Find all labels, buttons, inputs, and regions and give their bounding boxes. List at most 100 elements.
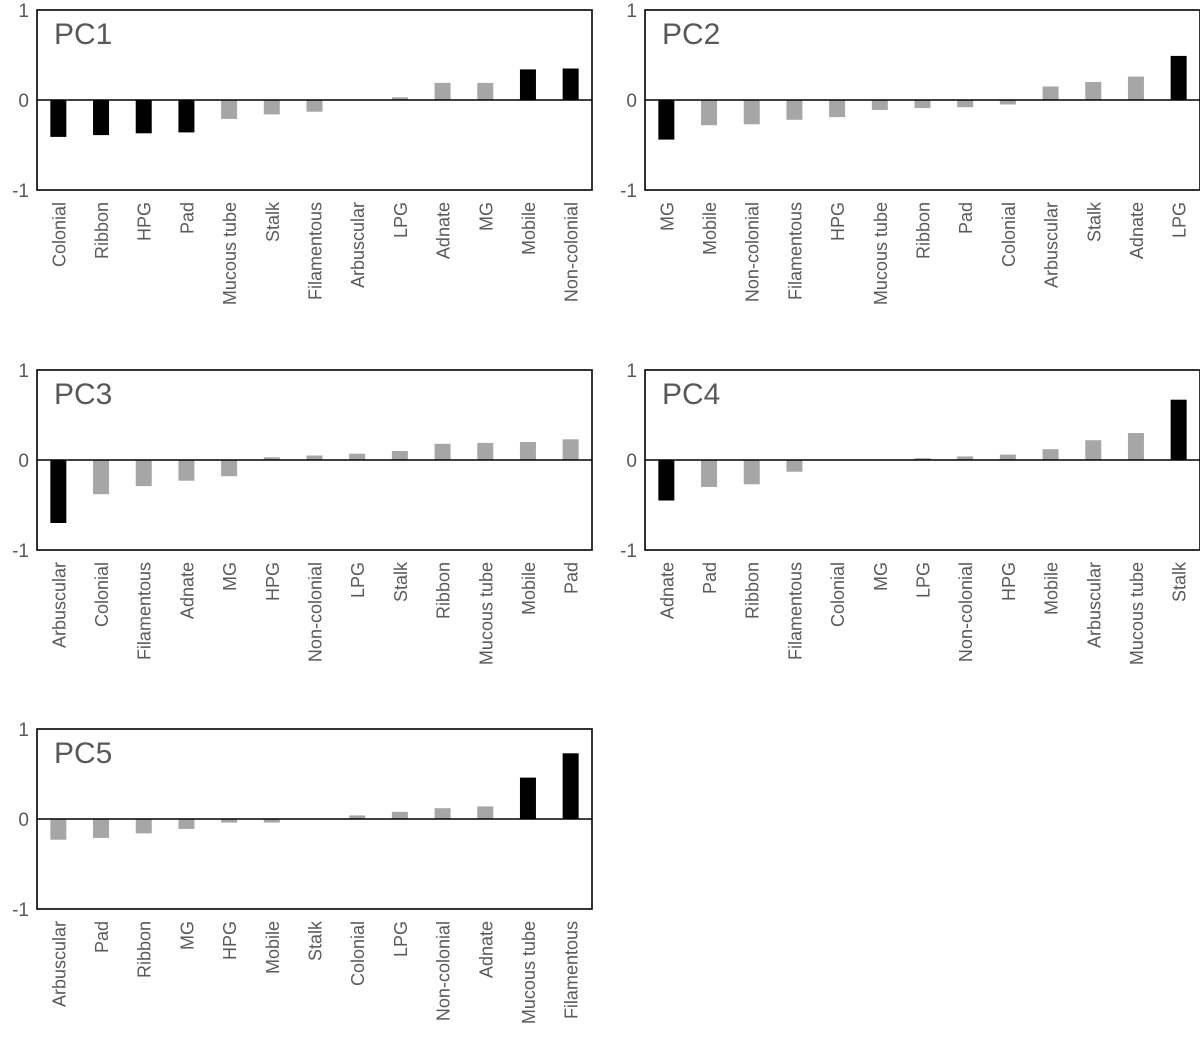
x-category-label: Mucous tube: [871, 202, 891, 305]
x-category-label: Mobile: [263, 921, 283, 974]
bar-colonial: [93, 460, 110, 495]
x-category-label: HPG: [263, 562, 283, 601]
panel-title: PC4: [662, 378, 720, 411]
panel-title: PC2: [662, 18, 720, 51]
bar-adnate: [434, 82, 451, 100]
bar-ribbon: [743, 460, 760, 485]
x-category-label: LPG: [391, 921, 411, 957]
bar-colonial: [999, 100, 1016, 105]
bar-lpg: [1170, 55, 1187, 100]
bar-adnate: [477, 806, 494, 819]
x-category-label: Ribbon: [434, 562, 454, 619]
x-category-label: Mucous tube: [519, 921, 539, 1024]
chart-panel-pc5: 1 0 -1 PC5 Arbuscular Pad Ribbon MG HPG Mobile Sta…: [12, 720, 593, 1024]
y-tick-label: -1: [12, 541, 29, 562]
bar-non-colonial: [306, 455, 323, 460]
bar-mg: [178, 819, 195, 829]
y-tick-label: -1: [620, 181, 637, 202]
bar-pad: [957, 100, 974, 108]
bar-pad: [93, 819, 110, 838]
x-category-label: Non-colonial: [743, 202, 763, 302]
x-category-label: HPG: [828, 202, 848, 241]
x-category-label: LPG: [1170, 202, 1190, 238]
bar-ribbon: [93, 100, 110, 136]
x-category-label: Adnate: [657, 562, 677, 619]
bar-adnate: [658, 460, 675, 501]
panel-title: PC1: [54, 18, 112, 51]
bar-ribbon: [135, 819, 152, 834]
bar-hpg: [829, 100, 846, 118]
bar-colonial: [50, 100, 67, 137]
x-category-label: Arbuscular: [348, 202, 368, 288]
bar-arbuscular: [1042, 86, 1059, 100]
x-category-label: Arbuscular: [1042, 202, 1062, 288]
x-category-label: MG: [177, 921, 197, 950]
x-category-label: Colonial: [999, 202, 1019, 267]
x-category-label: Ribbon: [135, 921, 155, 978]
bar-mg: [658, 100, 675, 140]
bar-arbuscular: [50, 819, 67, 840]
y-tick-label: -1: [620, 541, 637, 562]
bar-mg: [221, 460, 238, 477]
x-category-label: LPG: [348, 562, 368, 598]
x-category-label: Adnate: [1127, 202, 1147, 259]
x-category-label: MG: [220, 562, 240, 591]
bar-non-colonial: [562, 68, 579, 100]
bar-non-colonial: [743, 100, 760, 125]
x-category-label: Arbuscular: [1084, 562, 1104, 648]
bar-filamentous: [786, 460, 803, 472]
bar-mobile: [1042, 449, 1059, 460]
x-category-label: Mobile: [1042, 562, 1062, 615]
bar-mucous-tube: [519, 777, 536, 819]
x-category-label: MG: [476, 202, 496, 231]
y-tick-label: 0: [18, 91, 29, 112]
bar-filamentous: [306, 100, 323, 112]
bar-mobile: [701, 100, 718, 126]
x-category-label: Ribbon: [914, 202, 934, 259]
x-category-label: Colonial: [348, 921, 368, 986]
bar-mobile: [519, 69, 536, 100]
x-category-label: Pad: [177, 202, 197, 234]
chart-panel-pc4: 1 0 -1 PC4 Adnate Pad Ribbon Filamentous Colonia…: [620, 361, 1200, 665]
bar-mobile: [519, 442, 536, 460]
chart-panel-pc3: 1 0 -1 PC3 Arbuscular Colonial Filamentous Adna…: [12, 361, 593, 665]
x-category-label: Mobile: [519, 202, 539, 255]
bar-mucous-tube: [1127, 433, 1144, 460]
x-category-label: Arbuscular: [49, 921, 69, 1007]
x-category-label: Filamentous: [785, 562, 805, 660]
x-category-label: Mucous tube: [476, 562, 496, 665]
x-category-label: Pad: [700, 562, 720, 594]
x-category-label: Stalk: [391, 561, 411, 602]
x-category-label: Non-colonial: [306, 562, 326, 662]
x-category-label: Adnate: [177, 562, 197, 619]
x-category-label: Stalk: [306, 920, 326, 961]
bar-lpg: [391, 811, 408, 819]
bar-filamentous: [562, 753, 579, 819]
x-category-label: Arbuscular: [49, 562, 69, 648]
x-category-label: MG: [657, 202, 677, 231]
x-category-label: Stalk: [1170, 561, 1190, 602]
x-category-label: Pad: [92, 921, 112, 953]
x-category-label: Adnate: [476, 921, 496, 978]
bar-hpg: [263, 457, 280, 460]
bar-ribbon: [914, 100, 931, 109]
x-category-label: Non-colonial: [562, 202, 582, 302]
bar-mg: [477, 82, 494, 100]
y-tick-label: 0: [626, 91, 637, 112]
x-category-label: HPG: [135, 202, 155, 241]
y-tick-label: 1: [18, 1, 29, 22]
y-tick-label: -1: [12, 900, 29, 921]
bar-adnate: [178, 460, 195, 481]
y-tick-label: -1: [12, 181, 29, 202]
chart-panel-pc1: 1 0 -1 PC1 Colonial Ribbon HPG Pad Mucous tube St…: [12, 1, 593, 305]
bar-lpg: [914, 458, 931, 460]
bar-arbuscular: [50, 460, 67, 523]
bar-filamentous: [135, 460, 152, 487]
bar-non-colonial: [957, 456, 974, 460]
x-category-label: Stalk: [263, 201, 283, 242]
x-category-label: Filamentous: [562, 921, 582, 1019]
y-tick-label: 0: [18, 451, 29, 472]
bar-hpg: [999, 454, 1016, 460]
y-tick-label: 1: [626, 361, 637, 382]
